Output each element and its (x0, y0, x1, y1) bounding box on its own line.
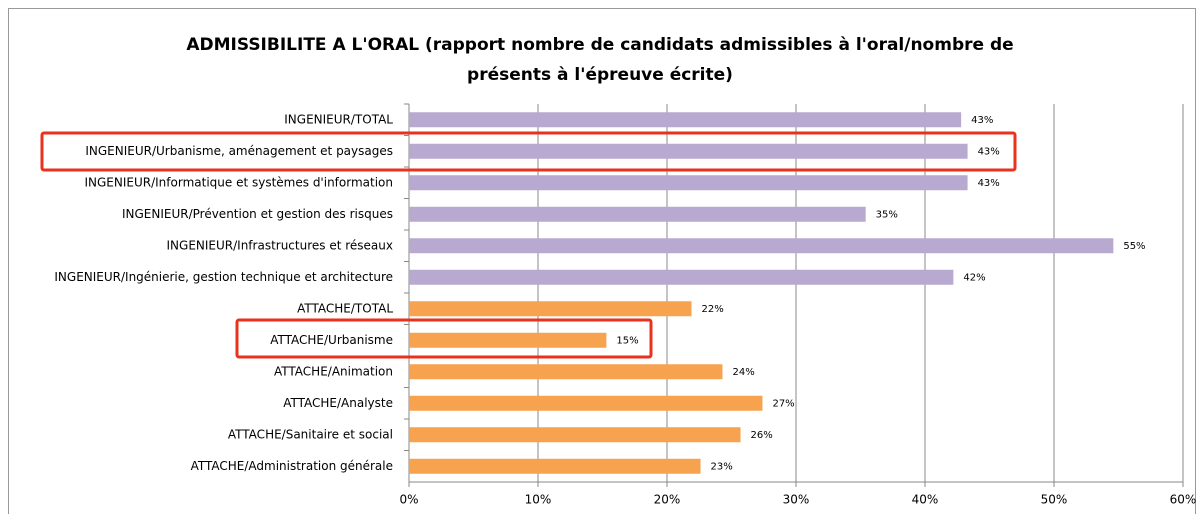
x-tick-label: 40% (912, 493, 939, 507)
bar (409, 395, 763, 411)
y-tick-label: ATTACHE/TOTAL (297, 301, 393, 315)
value-label: 43% (971, 115, 993, 126)
bar (409, 175, 968, 191)
value-label: 27% (772, 398, 794, 409)
value-label: 43% (978, 178, 1000, 189)
y-tick-label: INGENIEUR/Prévention et gestion des risq… (122, 207, 393, 221)
highlight-box (40, 131, 1017, 172)
chart-border (8, 8, 1196, 514)
x-tick-label: 30% (783, 493, 810, 507)
x-tick-label: 10% (525, 493, 552, 507)
x-tick-label: 60% (1170, 493, 1197, 507)
bar (409, 301, 692, 317)
bar (409, 364, 723, 380)
x-tick-label: 20% (654, 493, 681, 507)
y-tick-label: ATTACHE/Sanitaire et social (228, 427, 393, 441)
value-label: 55% (1123, 241, 1145, 252)
y-tick-label: ATTACHE/Administration générale (191, 459, 393, 473)
y-tick-label: INGENIEUR/Infrastructures et réseaux (167, 238, 394, 252)
plot: 0% 10% 20% 30% 40% 50% 60% INGENIEUR/TOTAL 43% IN… (54, 103, 1197, 507)
x-tick-label: 50% (1041, 493, 1068, 507)
value-label: 24% (732, 367, 754, 378)
bar (409, 206, 866, 222)
bar (409, 332, 607, 348)
bar (409, 427, 741, 443)
value-label: 15% (616, 335, 638, 346)
bar (409, 238, 1114, 254)
bar (409, 112, 962, 128)
x-tick-label: 0% (399, 493, 418, 507)
value-label: 42% (963, 272, 985, 283)
y-tick-label: INGENIEUR/Ingénierie, gestion technique … (54, 270, 393, 284)
chart-title: ADMISSIBILITE A L'ORAL (rapport nombre d… (186, 35, 1014, 85)
y-tick-label: INGENIEUR/TOTAL (284, 112, 393, 126)
y-tick-label: INGENIEUR/Informatique et systèmes d'inf… (84, 175, 393, 189)
y-tick-label: ATTACHE/Urbanisme (270, 333, 393, 347)
highlight-box (235, 318, 653, 359)
y-tick-label: INGENIEUR/Urbanisme, aménagement et pays… (85, 144, 393, 158)
y-tick-label: ATTACHE/Analyste (283, 396, 393, 410)
value-label: 23% (711, 461, 733, 472)
y-tick-label: ATTACHE/Animation (274, 364, 393, 378)
value-label: 22% (702, 304, 724, 315)
value-label: 26% (751, 430, 773, 441)
bar (409, 458, 701, 474)
bar (409, 143, 968, 159)
value-label: 43% (978, 146, 1000, 157)
value-label: 35% (876, 209, 898, 220)
bar (409, 269, 954, 285)
